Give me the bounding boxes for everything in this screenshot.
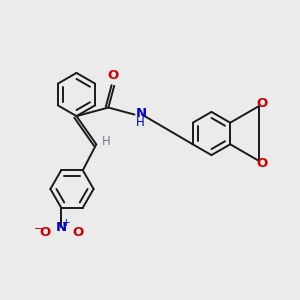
Text: H: H [102, 136, 110, 148]
Text: N: N [56, 221, 67, 234]
Text: H: H [136, 116, 144, 129]
Text: O: O [107, 69, 118, 82]
Text: O: O [257, 157, 268, 170]
Text: N: N [136, 107, 147, 120]
Text: O: O [39, 226, 50, 239]
Text: O: O [72, 226, 83, 239]
Text: O: O [257, 97, 268, 110]
Text: −: − [34, 224, 43, 234]
Text: +: + [62, 218, 71, 228]
